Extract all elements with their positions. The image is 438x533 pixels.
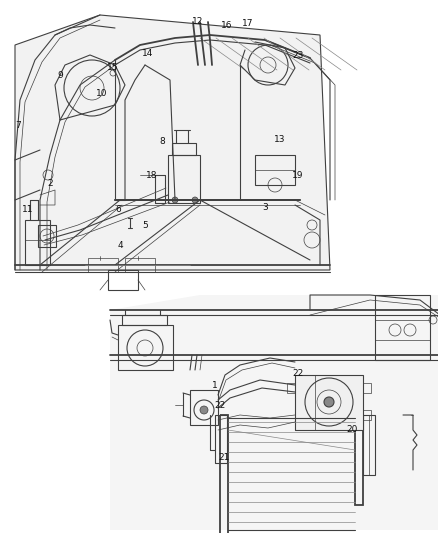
Text: 8: 8 [159, 138, 165, 147]
Bar [168, 155, 200, 203]
Text: 1: 1 [212, 381, 218, 390]
Text: 14: 14 [142, 50, 154, 59]
Text: 20: 20 [346, 425, 358, 434]
Text: 6: 6 [115, 206, 121, 214]
Text: 9: 9 [57, 70, 63, 79]
Text: 7: 7 [15, 122, 21, 131]
Text: 23: 23 [292, 52, 304, 61]
Circle shape [172, 197, 178, 203]
Bar [38, 225, 56, 247]
Bar [88, 258, 118, 272]
Text: 5: 5 [142, 221, 148, 230]
Bar [363, 410, 371, 420]
Text: 22: 22 [293, 369, 304, 378]
Bar [220, 415, 228, 533]
Bar [255, 155, 295, 185]
Bar [108, 270, 138, 290]
Bar [363, 415, 369, 475]
Bar [363, 415, 375, 475]
Text: 4: 4 [117, 241, 123, 251]
Text: 2: 2 [47, 179, 53, 188]
Bar [25, 220, 50, 265]
Text: 21: 21 [218, 453, 230, 462]
Text: 10: 10 [96, 90, 108, 99]
Bar [287, 383, 295, 393]
Bar [190, 390, 218, 425]
Polygon shape [15, 15, 330, 270]
Circle shape [200, 406, 208, 414]
Text: 13: 13 [274, 135, 286, 144]
Bar [295, 375, 363, 430]
Text: 16: 16 [221, 21, 233, 30]
Text: 15: 15 [107, 63, 119, 72]
Bar [118, 325, 173, 370]
Bar [172, 143, 196, 155]
Bar [363, 383, 371, 393]
Bar [375, 295, 430, 360]
Text: 11: 11 [22, 206, 34, 214]
Bar [122, 315, 167, 325]
Circle shape [192, 197, 198, 203]
Text: 19: 19 [292, 171, 304, 180]
Text: 12: 12 [192, 18, 204, 27]
Text: 17: 17 [242, 20, 254, 28]
Bar [295, 375, 315, 430]
Circle shape [324, 397, 334, 407]
Bar [355, 415, 363, 505]
Text: 18: 18 [146, 171, 158, 180]
Bar [125, 258, 155, 272]
Polygon shape [110, 295, 438, 530]
Text: 3: 3 [262, 204, 268, 213]
Text: 22: 22 [214, 400, 226, 409]
Bar [215, 415, 227, 463]
